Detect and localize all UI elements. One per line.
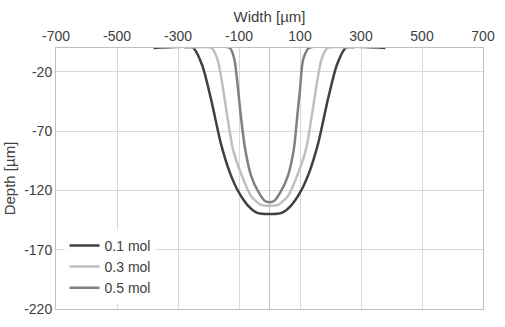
svg-text:0.3 mol: 0.3 mol — [105, 259, 151, 275]
svg-text:Width [µm]: Width [µm] — [234, 8, 306, 25]
svg-text:0.1 mol: 0.1 mol — [105, 238, 151, 254]
svg-text:-500: -500 — [103, 28, 131, 44]
svg-text:500: 500 — [410, 28, 434, 44]
svg-text:0.5 mol: 0.5 mol — [105, 280, 151, 296]
svg-text:-100: -100 — [225, 28, 253, 44]
svg-text:100: 100 — [288, 28, 312, 44]
svg-text:Depth [µm]: Depth [µm] — [1, 142, 18, 216]
svg-text:-120: -120 — [24, 182, 52, 198]
svg-text:300: 300 — [349, 28, 373, 44]
svg-text:700: 700 — [471, 28, 495, 44]
svg-text:-70: -70 — [32, 123, 52, 139]
svg-text:-300: -300 — [164, 28, 192, 44]
svg-text:-20: -20 — [32, 64, 52, 80]
svg-text:-700: -700 — [42, 28, 70, 44]
svg-text:-220: -220 — [24, 301, 52, 317]
svg-text:-170: -170 — [24, 242, 52, 258]
